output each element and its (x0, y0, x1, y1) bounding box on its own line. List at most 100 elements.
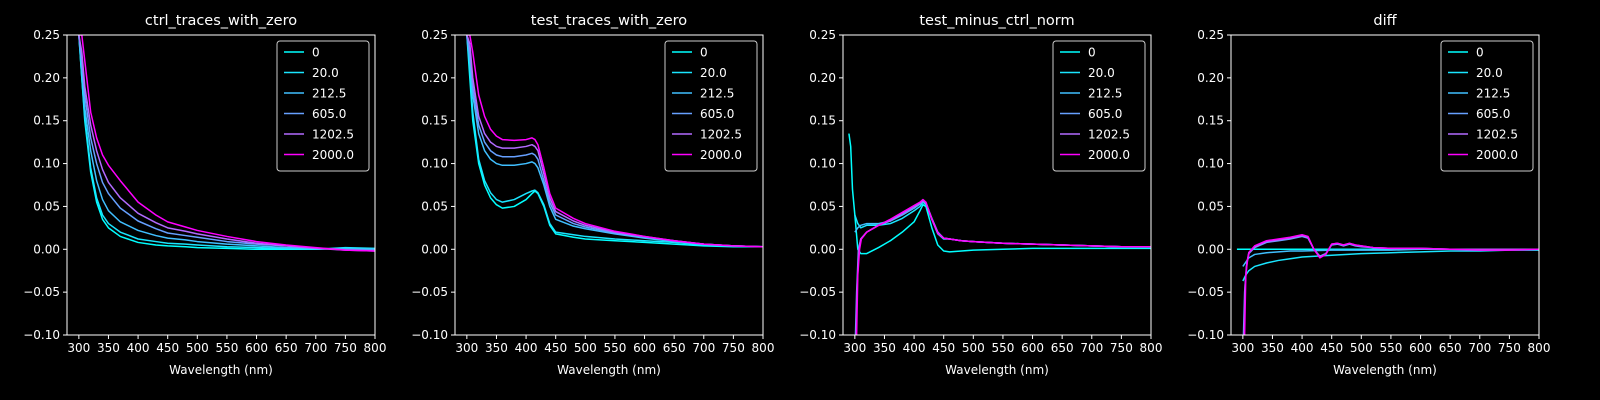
x-tick-label: 350 (485, 341, 508, 355)
legend: 0 20.0 212.5 605.0 1202.5 2000.0 (276, 40, 370, 172)
y-tick-label: 0.10 (33, 157, 60, 171)
legend: 0 20.0 212.5 605.0 1202.5 2000.0 (1440, 40, 1534, 172)
x-tick-label: 750 (722, 341, 745, 355)
x-tick-label: 700 (1080, 341, 1103, 355)
series-line-1 (854, 201, 1151, 248)
x-tick-label: 300 (843, 341, 866, 355)
legend-box (1440, 40, 1534, 172)
y-tick-label: 0.20 (33, 71, 60, 85)
y-tick-label: 0.20 (809, 71, 836, 85)
x-tick-label: 700 (692, 341, 715, 355)
legend-entry: 212.5 (700, 87, 734, 101)
x-axis-label: Wavelength (nm) (169, 363, 273, 377)
y-tick-label: 0.10 (421, 157, 448, 171)
y-tick-label: 0.05 (809, 199, 836, 213)
y-tick-label: 0.15 (421, 114, 448, 128)
x-tick-label: 500 (962, 341, 985, 355)
legend-entry: 0 (1476, 46, 1484, 60)
x-tick-label: 650 (1439, 341, 1462, 355)
x-tick-label: 400 (127, 341, 150, 355)
legend-entry: 212.5 (1088, 87, 1122, 101)
series-line-1 (1242, 249, 1539, 282)
chart-title: ctrl_traces_with_zero (145, 13, 297, 29)
series-line-2 (78, 35, 375, 251)
x-tick-label: 800 (752, 341, 775, 355)
x-tick-label: 300 (67, 341, 90, 355)
y-tick-label: 0.20 (1197, 71, 1224, 85)
x-tick-label: 550 (603, 341, 626, 355)
legend-entry: 605.0 (1476, 107, 1510, 121)
legend-box (276, 40, 370, 172)
y-tick-label: 0.05 (1197, 199, 1224, 213)
series-line-2 (1242, 248, 1539, 267)
plot-area (466, 35, 763, 248)
x-tick-label: 450 (932, 341, 955, 355)
x-tick-label: 800 (1528, 341, 1551, 355)
y-tick-label: 0.25 (809, 28, 836, 42)
x-axis-label: Wavelength (nm) (945, 363, 1049, 377)
x-tick-label: 700 (304, 341, 327, 355)
series-line-3 (854, 200, 1151, 335)
x-tick-label: 650 (1051, 341, 1074, 355)
legend-entry: 2000.0 (700, 148, 742, 162)
series-line-1 (78, 35, 375, 251)
y-tick-label: 0.00 (809, 242, 836, 256)
legend-entry: 0 (700, 46, 708, 60)
y-tick-label: 0.10 (809, 157, 836, 171)
series-line-5 (855, 198, 1151, 335)
legend-entry: 0 (1088, 46, 1096, 60)
series-line-1 (466, 35, 763, 248)
plot-area (1236, 233, 1539, 335)
subplot-4: 300 350 400 450 500 550 600 650 700 750 800 −0.10 −0… (1187, 13, 1550, 377)
legend-entry: 605.0 (1088, 107, 1122, 121)
legend: 0 20.0 212.5 605.0 1202.5 2000.0 (664, 40, 758, 172)
subplot-3: 300 350 400 450 500 550 600 650 700 750 800 −0.10 −0… (799, 13, 1162, 377)
x-tick-label: 600 (245, 341, 268, 355)
y-tick-label: 0.15 (809, 114, 836, 128)
x-tick-label: 400 (1291, 341, 1314, 355)
y-tick-label: −0.05 (799, 285, 836, 299)
legend-entry: 20.0 (1088, 66, 1115, 80)
x-tick-label: 800 (1140, 341, 1163, 355)
legend-entry: 2000.0 (1088, 148, 1130, 162)
x-tick-label: 650 (663, 341, 686, 355)
legend-entry: 0 (312, 46, 320, 60)
x-tick-label: 550 (991, 341, 1014, 355)
y-tick-label: 0.00 (1197, 242, 1224, 256)
x-axis-label: Wavelength (nm) (1333, 363, 1437, 377)
x-tick-label: 350 (873, 341, 896, 355)
legend-entry: 1202.5 (1476, 128, 1518, 142)
y-tick-label: −0.10 (23, 328, 60, 342)
y-tick-label: −0.10 (799, 328, 836, 342)
x-tick-label: 500 (574, 341, 597, 355)
legend-entry: 1202.5 (312, 128, 354, 142)
x-tick-label: 300 (455, 341, 478, 355)
series-line-0 (78, 35, 375, 251)
x-tick-label: 400 (515, 341, 538, 355)
x-tick-label: 750 (1498, 341, 1521, 355)
x-tick-label: 650 (275, 341, 298, 355)
x-tick-label: 600 (1021, 341, 1044, 355)
series-line-4 (855, 199, 1151, 335)
y-tick-label: −0.10 (1187, 328, 1224, 342)
x-tick-label: 450 (544, 341, 567, 355)
x-tick-label: 300 (1231, 341, 1254, 355)
series-line-2 (466, 35, 763, 248)
legend: 0 20.0 212.5 605.0 1202.5 2000.0 (1052, 40, 1146, 172)
legend-entry: 20.0 (312, 66, 339, 80)
series-line-2 (854, 200, 1151, 248)
legend-box (664, 40, 758, 172)
y-tick-label: 0.25 (1197, 28, 1224, 42)
axes-frame (66, 34, 376, 336)
x-tick-label: 600 (1409, 341, 1432, 355)
chart-title: diff (1373, 13, 1397, 29)
y-tick-label: 0.20 (421, 71, 448, 85)
x-tick-label: 350 (1261, 341, 1284, 355)
legend-entry: 605.0 (700, 107, 734, 121)
plot-area (78, 35, 375, 252)
x-tick-label: 350 (97, 341, 120, 355)
legend-entry: 2000.0 (312, 148, 354, 162)
legend-entry: 20.0 (700, 66, 727, 80)
x-tick-label: 600 (633, 341, 656, 355)
y-tick-label: 0.15 (33, 114, 60, 128)
